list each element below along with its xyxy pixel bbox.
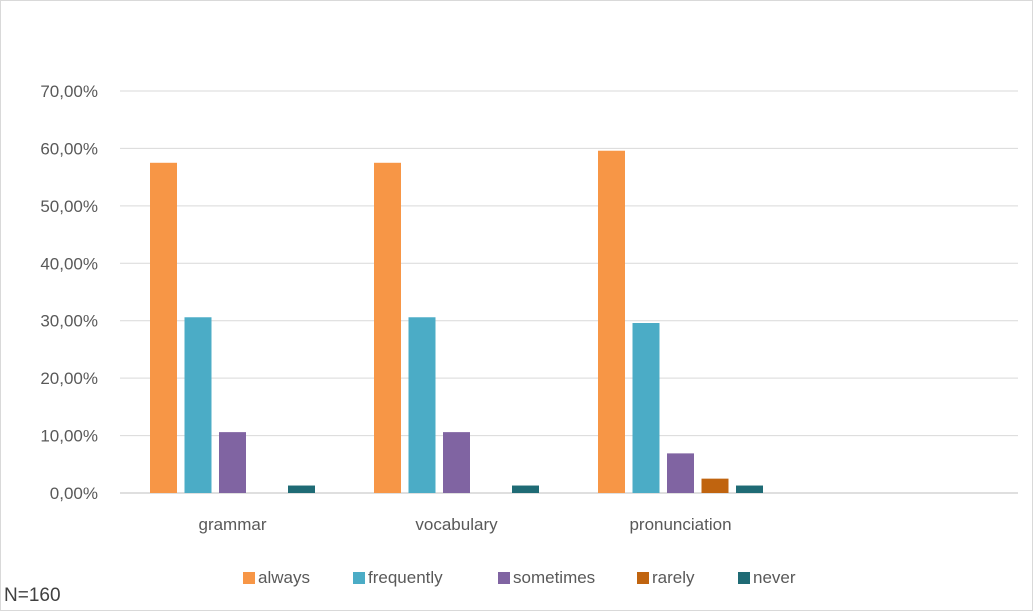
bars: [150, 150, 763, 494]
legend-swatch-always: [243, 572, 255, 584]
y-tick-label: 0,00%: [50, 484, 98, 503]
y-tick-label: 60,00%: [40, 139, 98, 158]
legend-label-frequently: frequently: [368, 568, 443, 587]
legend-swatch-rarely: [637, 572, 649, 584]
gridlines: [120, 90, 1018, 494]
bar-always-vocabulary: [374, 162, 401, 494]
category-label: pronunciation: [629, 515, 731, 534]
legend: always frequently sometimes rarely never: [243, 568, 796, 587]
y-tick-label: 70,00%: [40, 82, 98, 101]
bar-always-pronunciation: [598, 150, 625, 493]
legend-label-never: never: [753, 568, 796, 587]
y-tick-label: 50,00%: [40, 197, 98, 216]
legend-label-rarely: rarely: [652, 568, 695, 587]
legend-swatch-frequently: [353, 572, 365, 584]
category-label: grammar: [198, 515, 266, 534]
legend-swatch-sometimes: [498, 572, 510, 584]
sample-size-note: N=160: [4, 585, 61, 606]
bar-frequently-pronunciation: [632, 323, 660, 493]
legend-label-sometimes: sometimes: [513, 568, 595, 587]
bar-sometimes-pronunciation: [667, 453, 694, 493]
bar-frequently-vocabulary: [408, 317, 436, 493]
bar-never-pronunciation: [736, 485, 763, 493]
y-tick-label: 10,00%: [40, 427, 98, 446]
bar-sometimes-grammar: [219, 432, 246, 493]
y-axis-ticks: 0,00% 10,00% 20,00% 30,00% 40,00% 50,00% 60,00…: [40, 82, 98, 503]
category-label: vocabulary: [415, 515, 498, 534]
bar-never-grammar: [288, 485, 315, 493]
y-tick-label: 40,00%: [40, 254, 98, 273]
bar-never-vocabulary: [512, 485, 539, 493]
legend-label-always: always: [258, 568, 310, 587]
bar-rarely-pronunciation: [701, 478, 729, 493]
bar-frequently-grammar: [184, 317, 212, 493]
y-tick-label: 20,00%: [40, 369, 98, 388]
y-tick-label: 30,00%: [40, 312, 98, 331]
legend-swatch-never: [738, 572, 750, 584]
x-axis-categories: grammar vocabulary pronunciation: [198, 515, 731, 534]
bar-always-grammar: [150, 162, 177, 494]
bar-sometimes-vocabulary: [443, 432, 470, 493]
